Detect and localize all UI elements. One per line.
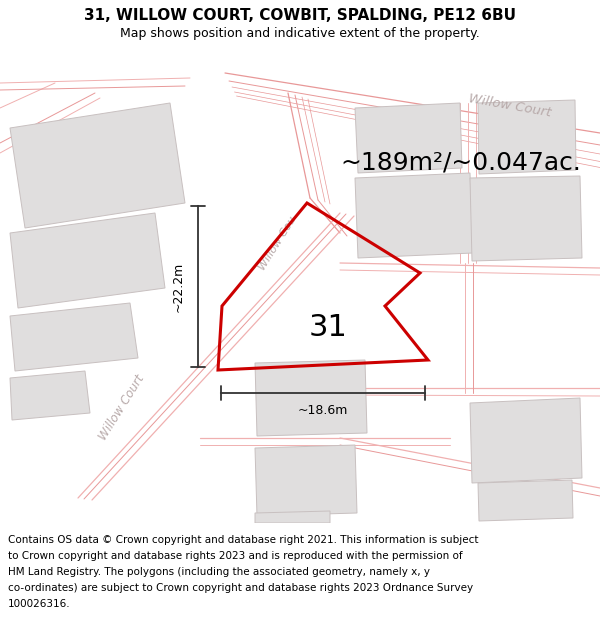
Polygon shape bbox=[10, 213, 165, 308]
Text: ~18.6m: ~18.6m bbox=[298, 404, 348, 418]
Text: ~189m²/~0.047ac.: ~189m²/~0.047ac. bbox=[340, 151, 581, 175]
Text: Willow Court: Willow Court bbox=[467, 92, 553, 119]
Text: ~22.2m: ~22.2m bbox=[172, 261, 185, 312]
Text: 31, WILLOW COURT, COWBIT, SPALDING, PE12 6BU: 31, WILLOW COURT, COWBIT, SPALDING, PE12… bbox=[84, 8, 516, 22]
Polygon shape bbox=[355, 103, 462, 173]
Polygon shape bbox=[470, 398, 582, 483]
Polygon shape bbox=[478, 100, 576, 174]
Text: Willow Cou: Willow Cou bbox=[257, 214, 298, 272]
Text: 31: 31 bbox=[308, 314, 347, 342]
Text: Willow Court: Willow Court bbox=[97, 373, 147, 443]
Polygon shape bbox=[255, 360, 367, 436]
Polygon shape bbox=[478, 480, 573, 521]
Polygon shape bbox=[470, 176, 582, 261]
Polygon shape bbox=[255, 445, 357, 516]
Text: to Crown copyright and database rights 2023 and is reproduced with the permissio: to Crown copyright and database rights 2… bbox=[8, 551, 463, 561]
Polygon shape bbox=[355, 173, 473, 258]
Text: Contains OS data © Crown copyright and database right 2021. This information is : Contains OS data © Crown copyright and d… bbox=[8, 535, 479, 545]
Text: 100026316.: 100026316. bbox=[8, 599, 71, 609]
Polygon shape bbox=[10, 103, 185, 228]
Text: HM Land Registry. The polygons (including the associated geometry, namely x, y: HM Land Registry. The polygons (includin… bbox=[8, 567, 430, 577]
Text: Map shows position and indicative extent of the property.: Map shows position and indicative extent… bbox=[120, 28, 480, 41]
Polygon shape bbox=[10, 371, 90, 420]
Text: co-ordinates) are subject to Crown copyright and database rights 2023 Ordnance S: co-ordinates) are subject to Crown copyr… bbox=[8, 583, 473, 593]
Polygon shape bbox=[255, 511, 330, 523]
Polygon shape bbox=[10, 303, 138, 371]
